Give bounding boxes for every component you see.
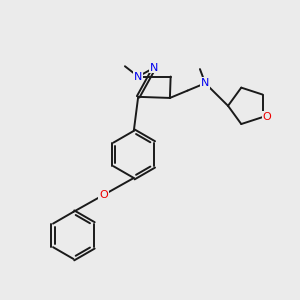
- Text: N: N: [201, 78, 209, 88]
- Text: N: N: [150, 63, 159, 73]
- Text: N: N: [134, 72, 142, 82]
- Text: O: O: [263, 112, 272, 122]
- Text: O: O: [99, 190, 108, 200]
